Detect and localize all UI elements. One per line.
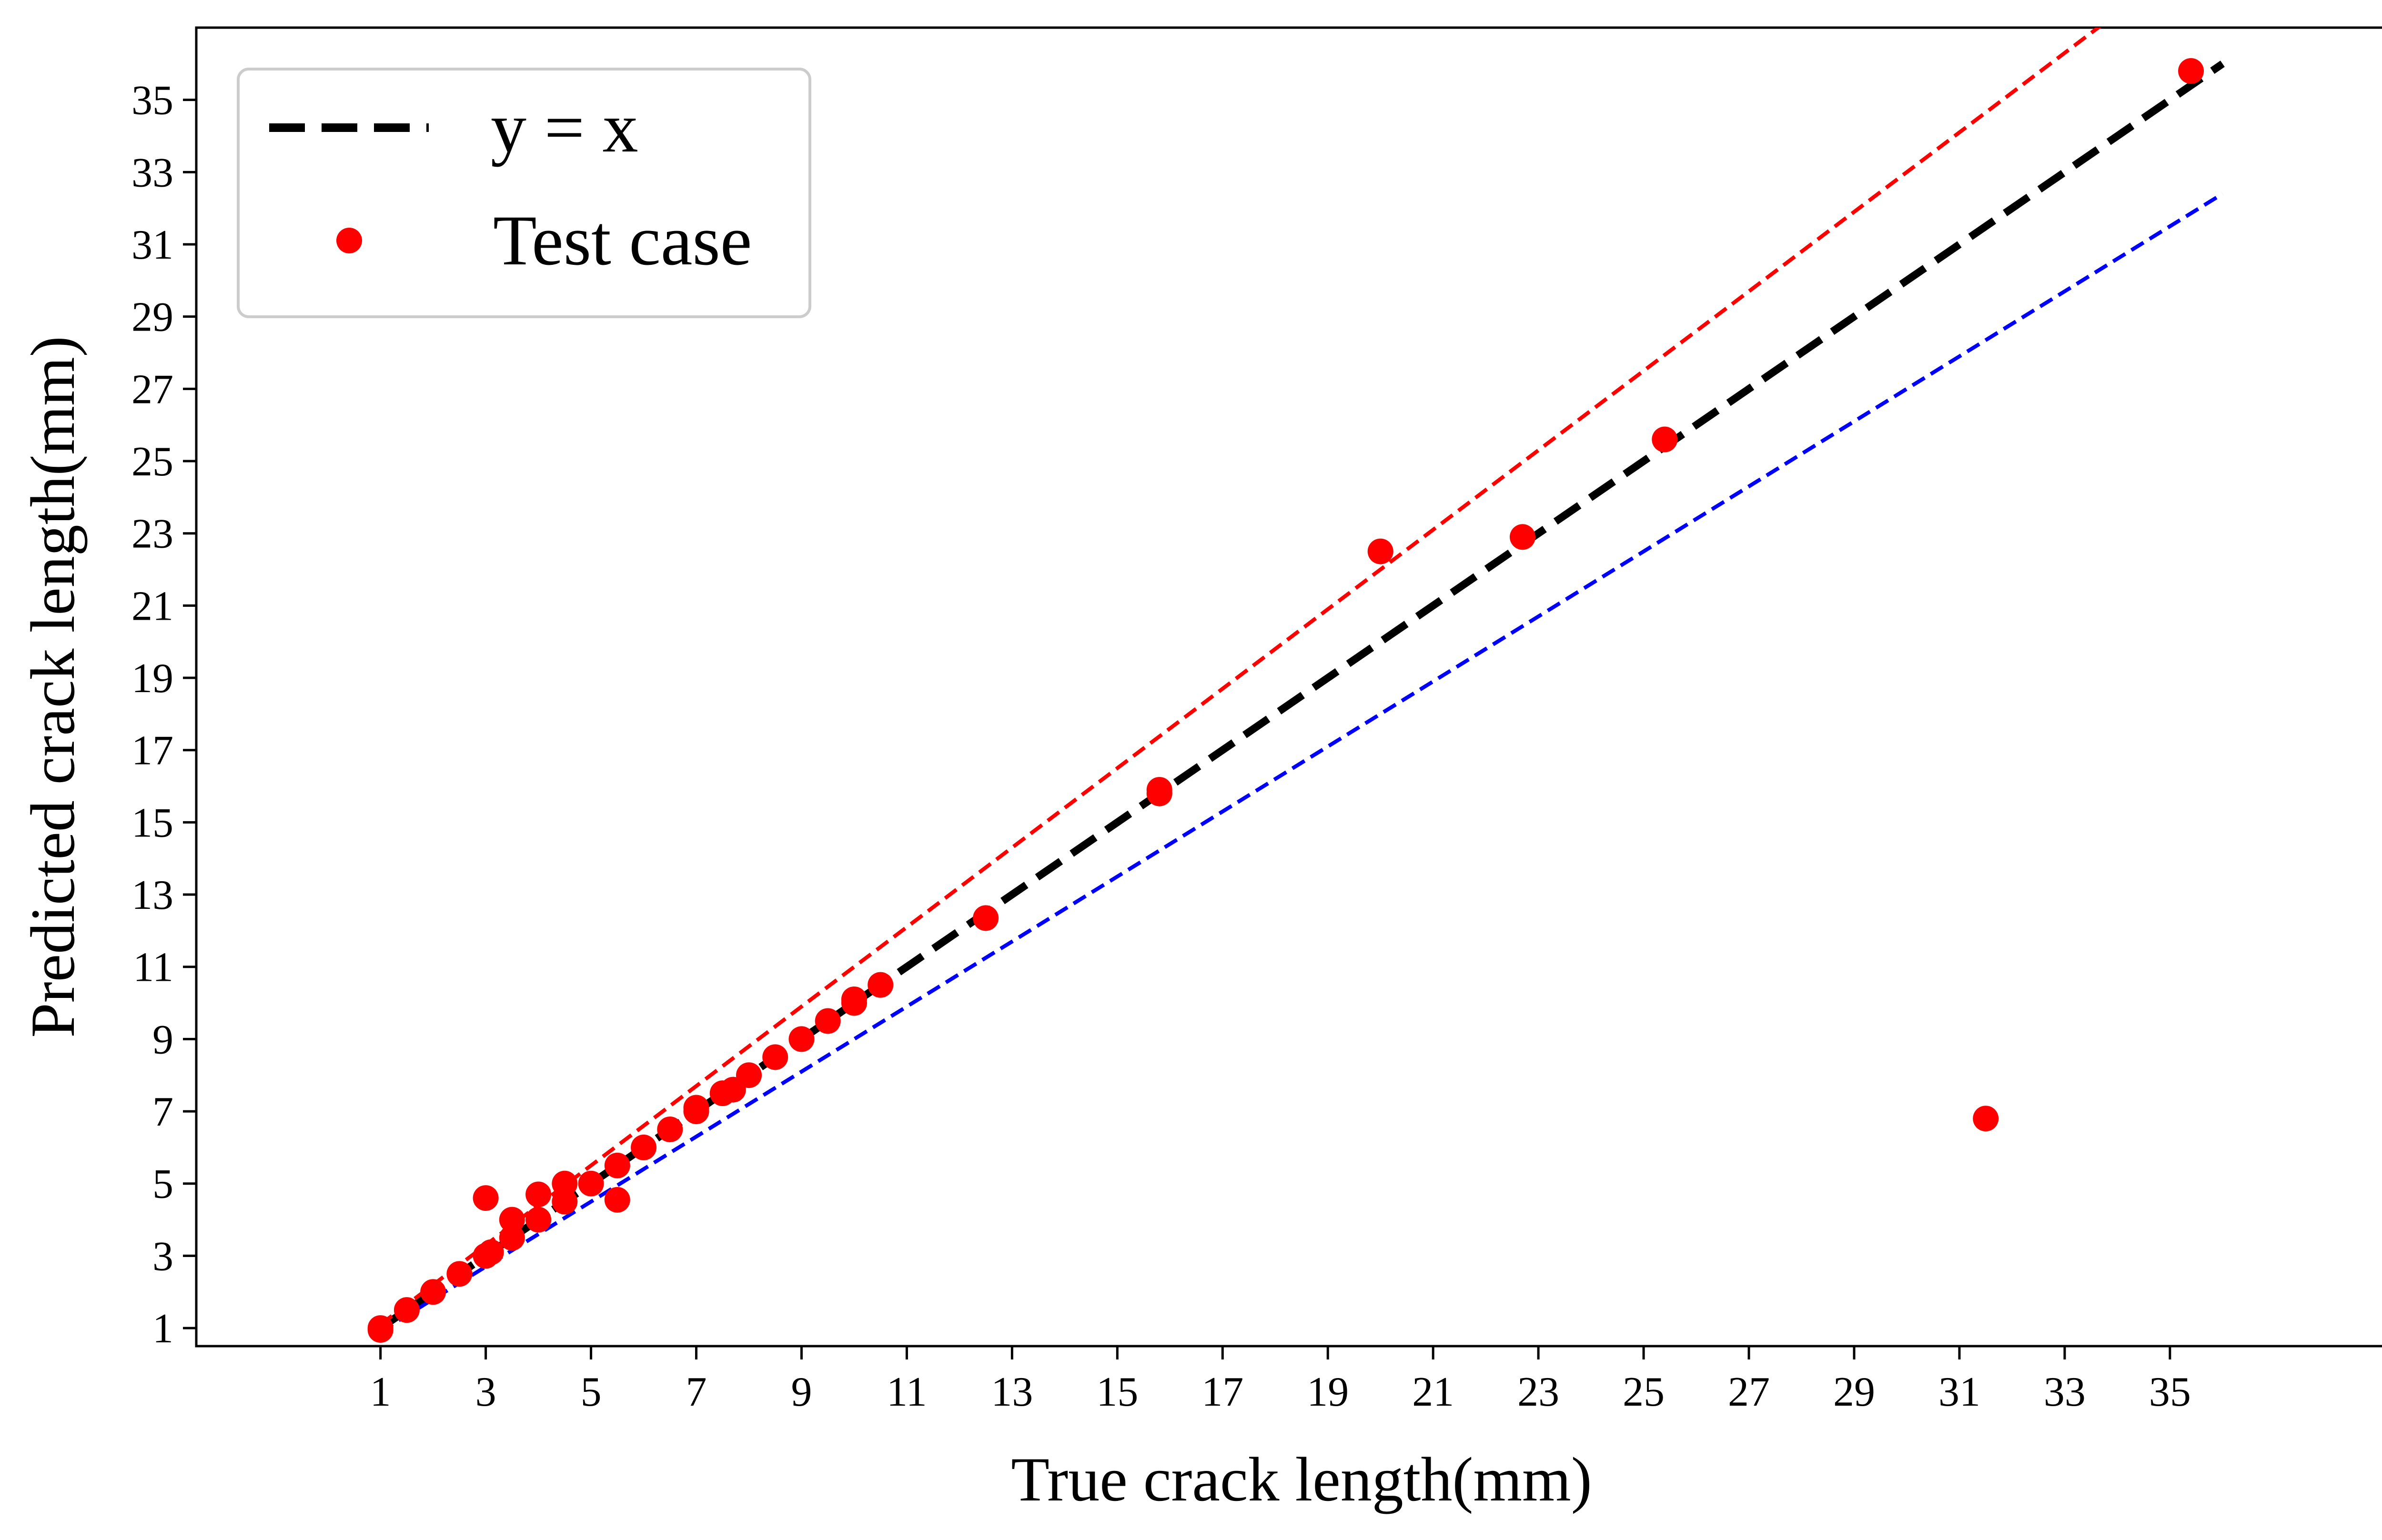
data-point bbox=[525, 1181, 552, 1208]
data-point bbox=[762, 1044, 788, 1070]
y-tick-label: 27 bbox=[131, 366, 173, 413]
data-point bbox=[1652, 426, 1678, 453]
data-point bbox=[2178, 58, 2204, 84]
y-tick-label: 29 bbox=[131, 294, 173, 341]
data-point bbox=[394, 1297, 420, 1323]
data-point bbox=[473, 1185, 499, 1211]
y-tick-label: 3 bbox=[152, 1233, 173, 1279]
data-point bbox=[552, 1170, 578, 1197]
x-tick-label: 21 bbox=[1412, 1369, 1454, 1415]
data-point bbox=[657, 1116, 683, 1142]
data-point bbox=[1146, 777, 1172, 803]
data-point bbox=[736, 1062, 762, 1088]
x-tick-label: 31 bbox=[1938, 1369, 1980, 1415]
y-tick-label: 11 bbox=[133, 945, 173, 991]
legend: y = x Test case bbox=[237, 68, 811, 318]
x-tick-label: 27 bbox=[1728, 1369, 1770, 1415]
legend-test-case-marker bbox=[336, 228, 362, 253]
y-tick-label: 1 bbox=[152, 1306, 173, 1352]
data-point bbox=[420, 1279, 446, 1305]
identity-line bbox=[378, 60, 2225, 1331]
plot-area bbox=[195, 26, 2382, 1348]
y-tick-label: 19 bbox=[131, 655, 173, 702]
data-point bbox=[525, 1207, 552, 1233]
y-tick-label: 31 bbox=[131, 222, 173, 268]
x-tick-label: 7 bbox=[686, 1369, 707, 1415]
x-tick-label: 15 bbox=[1096, 1369, 1138, 1415]
x-tick-label: 3 bbox=[475, 1369, 496, 1415]
y-tick-label: 17 bbox=[131, 728, 173, 774]
data-point bbox=[1973, 1106, 1999, 1132]
x-axis-title: True crack length(mm) bbox=[1011, 1444, 1592, 1514]
y-tick-label: 25 bbox=[131, 439, 173, 485]
data-point bbox=[631, 1134, 657, 1160]
y-tick-label: 23 bbox=[131, 511, 173, 557]
x-tick-label: 13 bbox=[991, 1369, 1033, 1415]
data-point bbox=[788, 1026, 815, 1052]
x-tick-label: 25 bbox=[1623, 1369, 1665, 1415]
x-tick-label: 19 bbox=[1307, 1369, 1349, 1415]
data-point bbox=[499, 1207, 525, 1233]
y-tick-label: 35 bbox=[131, 78, 173, 124]
y-tick-label: 15 bbox=[131, 800, 173, 846]
data-point bbox=[446, 1261, 473, 1287]
plot-frame bbox=[195, 26, 2382, 1348]
data-point bbox=[683, 1095, 709, 1121]
y-tick-label: 7 bbox=[152, 1089, 173, 1135]
data-point bbox=[604, 1187, 630, 1213]
legend-label-identity: y = x bbox=[491, 88, 638, 167]
x-tick-label: 5 bbox=[581, 1369, 602, 1415]
x-tick-label: 33 bbox=[2044, 1369, 2086, 1415]
data-point bbox=[578, 1170, 604, 1197]
data-point bbox=[841, 986, 867, 1012]
x-tick-label: 17 bbox=[1201, 1369, 1243, 1415]
y-tick-label: 21 bbox=[131, 583, 173, 629]
x-tick-label: 11 bbox=[887, 1369, 927, 1415]
reference-lines bbox=[378, 28, 2225, 1334]
lower-bound-line bbox=[379, 192, 2224, 1334]
data-point bbox=[1367, 538, 1393, 564]
data-point bbox=[552, 1188, 578, 1215]
y-tick-label: 13 bbox=[131, 872, 173, 918]
y-tick-label: 5 bbox=[152, 1161, 173, 1208]
x-tick-label: 35 bbox=[2149, 1369, 2191, 1415]
data-points bbox=[367, 58, 2204, 1343]
x-axis-ticks: 1 3 5 7 9 11 13 15 17 19 21 23 25 27 29 31 33 35 bbox=[370, 1346, 2191, 1415]
data-point bbox=[499, 1225, 525, 1251]
x-tick-label: 29 bbox=[1833, 1369, 1875, 1415]
x-tick-label: 23 bbox=[1517, 1369, 1559, 1415]
data-point bbox=[973, 905, 999, 931]
data-point bbox=[478, 1239, 504, 1265]
x-tick-label: 1 bbox=[370, 1369, 391, 1415]
data-point bbox=[868, 972, 894, 998]
y-axis-title: Predicted crack length(mm) bbox=[18, 336, 88, 1037]
y-tick-label: 33 bbox=[131, 150, 173, 196]
x-tick-label: 9 bbox=[791, 1369, 812, 1415]
data-point bbox=[815, 1008, 841, 1034]
data-point bbox=[1510, 524, 1535, 550]
legend-label-test-case: Test case bbox=[493, 201, 752, 280]
data-point bbox=[604, 1152, 630, 1178]
y-tick-label: 9 bbox=[152, 1017, 173, 1063]
data-point bbox=[367, 1317, 394, 1343]
